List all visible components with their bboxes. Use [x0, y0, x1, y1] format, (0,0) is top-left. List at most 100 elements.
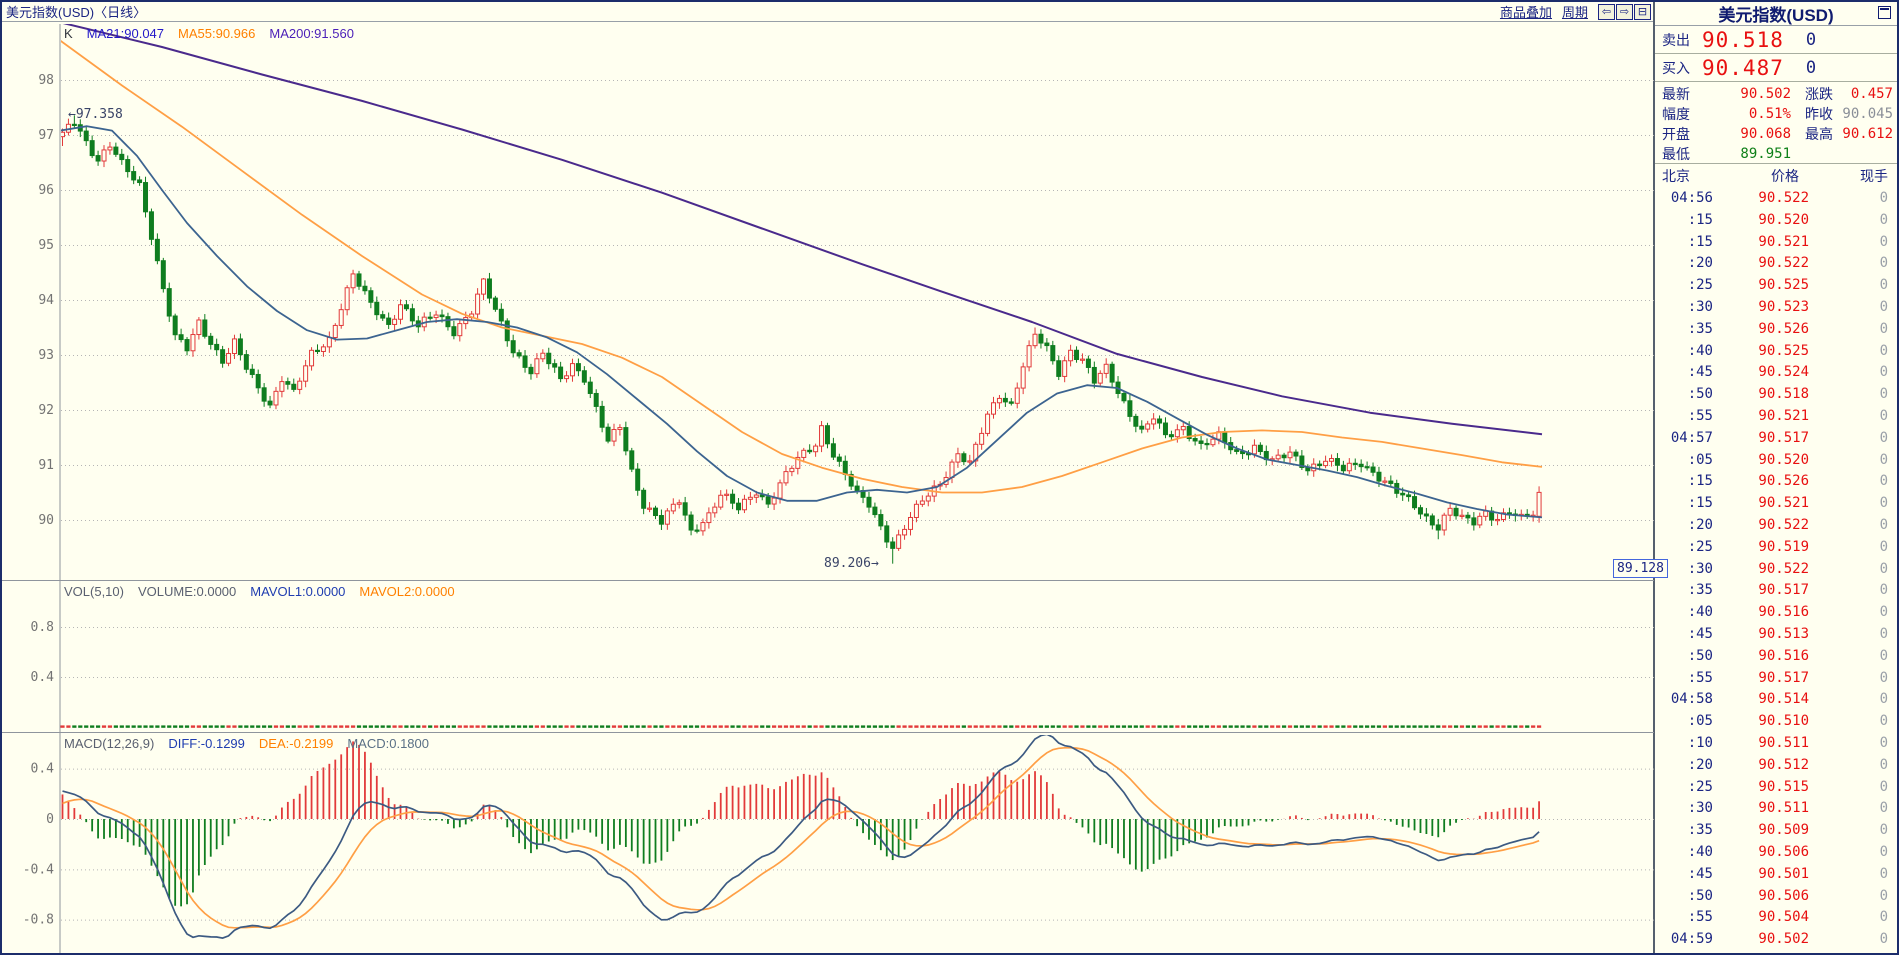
svg-text:93: 93: [38, 348, 54, 363]
trade-row[interactable]: :30 90.522 0: [1655, 559, 1897, 581]
trade-row[interactable]: :05 90.510 0: [1655, 711, 1897, 733]
svg-text:92: 92: [38, 403, 54, 418]
trade-time: :20: [1687, 255, 1713, 272]
trade-row[interactable]: :55 90.504 0: [1655, 907, 1897, 929]
period-link[interactable]: 周期: [1561, 5, 1588, 20]
trade-row[interactable]: :35 90.517 0: [1655, 580, 1897, 602]
trade-row[interactable]: :20 90.522 0: [1655, 515, 1897, 537]
trade-row[interactable]: :35 90.526 0: [1655, 319, 1897, 341]
trade-time: :45: [1687, 625, 1713, 642]
left-arrow-icon[interactable]: ⇦: [1598, 3, 1615, 20]
trade-time: :15: [1687, 473, 1713, 490]
trade-row[interactable]: :50 90.516 0: [1655, 646, 1897, 668]
trade-lots: 0: [1879, 713, 1888, 730]
trade-lots: 0: [1879, 211, 1888, 228]
trade-price: 90.516: [1758, 604, 1809, 621]
trade-row[interactable]: :45 90.524 0: [1655, 362, 1897, 384]
trade-time: :55: [1687, 669, 1713, 686]
ask-qty: 0: [1805, 29, 1817, 50]
stat-value: 89.951: [1740, 146, 1791, 162]
trade-lots: 0: [1879, 298, 1888, 315]
trade-row[interactable]: :40 90.525 0: [1655, 341, 1897, 363]
trade-list-header: 北京 价格 现手: [1655, 165, 1897, 187]
trade-row[interactable]: :50 90.518 0: [1655, 384, 1897, 406]
trade-row[interactable]: :25 90.519 0: [1655, 537, 1897, 559]
trade-row[interactable]: 04:59 90.502 0: [1655, 929, 1897, 951]
trade-row[interactable]: :45 90.513 0: [1655, 624, 1897, 646]
stat-value: 90.612: [1842, 126, 1893, 142]
trade-lots: 0: [1879, 865, 1888, 882]
kline-chart[interactable]: 98 97 96 95 94 93 92 91 90 0.8 0.4 0.4 0 -0.4 -0.8: [2, 2, 1655, 955]
high-price-annotation: ←97.358: [68, 107, 123, 123]
trade-time: 04:56: [1670, 190, 1713, 206]
trade-row[interactable]: :05 90.520 0: [1655, 450, 1897, 472]
trade-list[interactable]: 04:56 90.522 0:15 90.520 0:15 90.521 0:20 90.52…: [1655, 188, 1897, 953]
trade-row[interactable]: :30 90.511 0: [1655, 798, 1897, 820]
trade-row[interactable]: :15 90.526 0: [1655, 471, 1897, 493]
trade-row[interactable]: :30 90.523 0: [1655, 297, 1897, 319]
titlebar-controls: 商品叠加 周期 ⇦ ⇨ ⊟: [1500, 2, 1651, 21]
right-arrow-icon[interactable]: ⇨: [1616, 3, 1633, 20]
overlay-commodity-link[interactable]: 商品叠加: [1499, 5, 1552, 20]
time-column-header: 北京: [1662, 168, 1690, 184]
trade-price: 90.523: [1758, 298, 1809, 315]
macd-name-label: MACD(12,26,9): [64, 736, 155, 751]
trade-price: 90.517: [1758, 582, 1809, 599]
trade-row[interactable]: :15 90.521 0: [1655, 232, 1897, 254]
stat-value: 90.502: [1740, 86, 1791, 102]
vol-indicator-labels: VOL(5,10) VOLUME:0.0000 MAVOL1:0.0000 MAVOL…: [64, 584, 469, 599]
trade-row[interactable]: :15 90.520 0: [1655, 210, 1897, 232]
split-view-icon[interactable]: ⊟: [1634, 3, 1651, 20]
trade-row[interactable]: :10 90.511 0: [1655, 733, 1897, 755]
trade-price: 90.509: [1758, 822, 1809, 839]
trade-row[interactable]: :20 90.512 0: [1655, 755, 1897, 777]
trade-row[interactable]: :35 90.509 0: [1655, 820, 1897, 842]
trade-row[interactable]: :50 90.506 0: [1655, 886, 1897, 908]
trade-price: 90.521: [1758, 407, 1809, 424]
chart-titlebar: 美元指数(USD)〈日线〉 商品叠加 周期 ⇦ ⇨ ⊟: [2, 2, 1653, 22]
trade-lots: 0: [1879, 560, 1888, 577]
trade-row[interactable]: 04:58 90.514 0: [1655, 689, 1897, 711]
bid-row[interactable]: 买入 90.487 0: [1655, 54, 1897, 82]
svg-text:-0.8: -0.8: [23, 913, 54, 928]
trade-time: :35: [1687, 320, 1713, 337]
last-price-marker: 89.128: [1613, 558, 1668, 578]
trade-row[interactable]: 04:57 90.517 0: [1655, 428, 1897, 450]
trade-lots: 0: [1879, 429, 1888, 446]
volume-value-label: VOLUME:0.0000: [137, 584, 237, 599]
trade-lots: 0: [1879, 190, 1888, 206]
trade-row[interactable]: :15 90.521 0: [1655, 493, 1897, 515]
trade-price: 90.522: [1758, 255, 1809, 272]
trade-lots: 0: [1879, 342, 1888, 359]
trade-lots: 0: [1879, 538, 1888, 555]
trade-row[interactable]: :20 90.522 0: [1655, 253, 1897, 275]
trade-price: 90.511: [1758, 800, 1809, 817]
quote-stats-block: 最新 90.502 涨跌 0.457 幅度 0.51% 昨收 90.045 开盘 90.068 最高…: [1655, 83, 1897, 164]
trade-row[interactable]: :25 90.525 0: [1655, 275, 1897, 297]
trade-time: :35: [1687, 822, 1713, 839]
trade-price: 90.522: [1758, 560, 1809, 577]
stat-label: 最新: [1662, 86, 1690, 102]
trade-time: :50: [1687, 647, 1713, 664]
trade-row[interactable]: :25 90.515 0: [1655, 777, 1897, 799]
trade-lots: 0: [1879, 255, 1888, 272]
trade-time: 04:59: [1670, 931, 1713, 948]
restore-window-icon[interactable]: [1878, 6, 1891, 19]
quote-stats-row: 幅度 0.51% 昨收 90.045: [1655, 104, 1897, 124]
trade-row[interactable]: :40 90.506 0: [1655, 842, 1897, 864]
trade-row[interactable]: :55 90.521 0: [1655, 406, 1897, 428]
trade-time: :10: [1687, 734, 1713, 751]
trade-time: 04:58: [1670, 691, 1713, 708]
svg-text:0: 0: [46, 812, 54, 827]
stat-value: 90.045: [1842, 106, 1893, 122]
ask-row[interactable]: 卖出 90.518 0: [1655, 26, 1897, 54]
trade-price: 90.514: [1758, 691, 1809, 708]
trade-lots: 0: [1879, 822, 1888, 839]
trade-row[interactable]: :40 90.516 0: [1655, 602, 1897, 624]
trade-row[interactable]: :45 90.501 0: [1655, 864, 1897, 886]
trade-time: :35: [1687, 582, 1713, 599]
trade-row[interactable]: :55 90.517 0: [1655, 668, 1897, 690]
trade-row[interactable]: 04:56 90.522 0: [1655, 188, 1897, 210]
trade-time: :30: [1687, 800, 1713, 817]
trade-price: 90.516: [1758, 647, 1809, 664]
